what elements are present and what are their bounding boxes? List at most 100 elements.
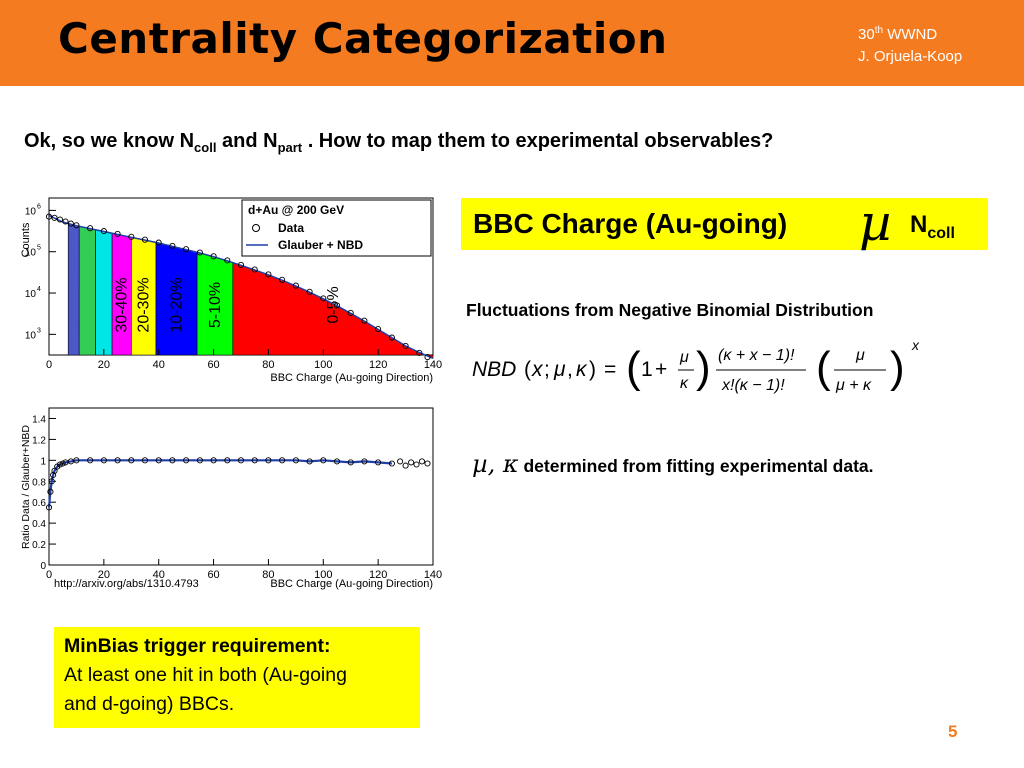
x-axis-label: BBC Charge (Au-going Direction) [270, 372, 433, 384]
ratio-x-tick-label: 0 [46, 569, 52, 581]
slide-title: Centrality Categorization [58, 14, 668, 63]
y-tick-label: 10 [25, 248, 37, 259]
ratio-x-tick-label: 120 [369, 569, 387, 581]
x-tick-label: 20 [98, 359, 110, 371]
header-info: 30th WWND J. Orjuela-Koop [858, 20, 962, 68]
svg-text:=: = [604, 358, 616, 381]
x-tick-label: 60 [207, 359, 219, 371]
svg-text:μ: μ [553, 358, 566, 381]
bbc-label: BBC Charge (Au-going) [473, 208, 788, 239]
data-point [87, 225, 94, 232]
determined-text: µ, κ determined from fitting experimenta… [472, 450, 874, 478]
ratio-x-tick-label: 60 [207, 569, 219, 581]
ratio-y-tick-label: 0.2 [32, 540, 46, 551]
ratio-data-point [237, 457, 245, 464]
question-part-b: and N [216, 130, 278, 152]
svg-text:1: 1 [641, 358, 653, 381]
legend-frame [241, 199, 432, 257]
ratio-x-tick-label: 80 [262, 569, 274, 581]
ratio-data-point [155, 457, 162, 464]
ratio-x-tick-label: 20 [98, 569, 110, 581]
glauber-nbd-curve [48, 214, 434, 359]
ratio-data-point [424, 460, 431, 467]
ratio-y-tick-label: 1.4 [32, 414, 46, 425]
svg-text:NBD: NBD [472, 358, 516, 381]
svg-text:,: , [567, 358, 573, 381]
y-axis-label: Counts [20, 222, 32, 257]
ratio-plot-frame [48, 407, 434, 566]
minbias-line-1: At least one hit in both (Au-going [64, 664, 347, 686]
ratio-data-point [224, 457, 231, 464]
ratio-y-tick-label: 1.2 [32, 435, 46, 446]
centrality-bin-label: 30-40% [114, 277, 131, 332]
minbias-line-2: and d-going) BBCs. [64, 693, 235, 715]
ratio-data-point [56, 461, 64, 468]
y-tick-label: 10 [25, 330, 37, 341]
svg-text:(: ( [626, 343, 641, 392]
data-point [51, 214, 58, 221]
ratio-data-point [183, 457, 190, 464]
centrality-bin-label: 5-10% [207, 282, 224, 328]
ratio-data-point [51, 467, 58, 474]
data-point [402, 342, 409, 349]
conference-number: 30 [858, 26, 875, 43]
data-point [62, 218, 69, 225]
legend-data: Data [278, 221, 304, 235]
data-point [169, 242, 176, 249]
bbc-n-sub: coll [927, 224, 955, 242]
y-tick-exponent: 4 [37, 286, 41, 293]
ratio-x-tick-label: 140 [424, 569, 442, 581]
data-point [292, 282, 299, 289]
y-tick-label: 10 [25, 289, 37, 300]
proportional-symbol: µ [859, 194, 892, 252]
svg-text:(: ( [524, 358, 531, 381]
conference-ordinal: th [874, 25, 884, 36]
svg-text:κ: κ [680, 375, 689, 392]
y-tick-label: 10 [25, 206, 37, 217]
reference-link[interactable]: http://arxiv.org/abs/1310.4793 [54, 578, 199, 590]
ratio-y-axis-label: Ratio Data / Glauber+NBD [20, 425, 32, 549]
ratio-data-point [265, 457, 272, 464]
question-part-c: . How to map them to experimental observ… [302, 130, 774, 152]
ratio-y-tick-label: 0 [40, 561, 46, 572]
chart-title: d+Au @ 200 GeV [248, 203, 344, 217]
ratio-data-point [169, 457, 176, 464]
bbc-ncoll: Ncoll [910, 211, 955, 243]
ratio-data-point [67, 458, 74, 465]
question-part-a: Ok, so we know N [24, 130, 195, 152]
data-point [45, 213, 53, 220]
minbias-title: MinBias trigger requirement: [64, 635, 331, 657]
ratio-data-point [210, 457, 217, 464]
x-tick-label: 40 [153, 359, 165, 371]
x-tick-label: 80 [262, 359, 274, 371]
minbias-box: MinBias trigger requirement: At least on… [54, 627, 420, 728]
ratio-data-point [333, 458, 341, 465]
ratio-data-point [320, 457, 327, 464]
ratio-x-tick-label: 40 [153, 569, 165, 581]
bbc-highlight-box: BBC Charge (Au-going) µ Ncoll [461, 194, 988, 252]
ratio-y-tick-label: 0.8 [32, 477, 46, 488]
ratio-data-point [361, 458, 368, 465]
ratio-y-tick-label: 1 [40, 456, 46, 467]
data-point [347, 309, 354, 316]
page-number: 5 [948, 722, 958, 741]
data-point [196, 249, 203, 256]
data-point [210, 253, 217, 260]
data-point [73, 222, 80, 229]
data-point [155, 239, 162, 246]
svg-text:κ: κ [576, 358, 588, 381]
ratio-y-tick-label: 0.6 [32, 498, 46, 509]
svg-text:): ) [696, 343, 711, 392]
ratio-data-point [408, 459, 415, 466]
svg-text:μ: μ [855, 347, 865, 364]
ratio-data-point [196, 457, 203, 464]
ratio-data-point [59, 460, 66, 467]
svg-text:μ + κ: μ + κ [835, 377, 872, 394]
y-tick-exponent: 3 [37, 327, 41, 334]
centrality-bin [67, 223, 80, 356]
data-point [361, 317, 368, 324]
data-point [388, 334, 395, 341]
data-point [56, 216, 64, 223]
ratio-data-point [402, 462, 409, 469]
ratio-data-point [418, 458, 426, 465]
